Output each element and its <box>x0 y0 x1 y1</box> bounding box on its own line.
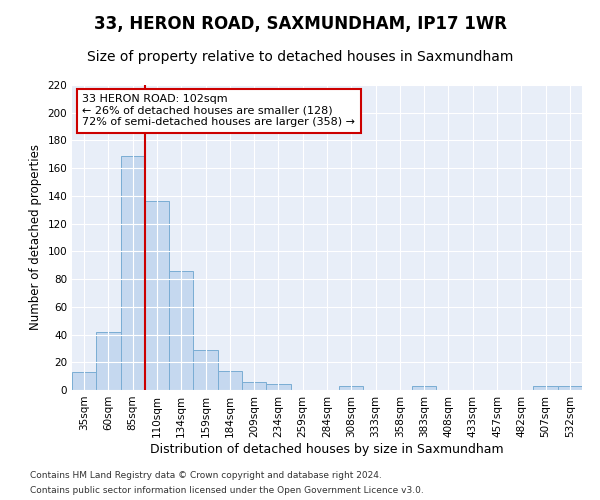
Bar <box>121 156 145 390</box>
Bar <box>145 202 169 390</box>
Text: 33, HERON ROAD, SAXMUNDHAM, IP17 1WR: 33, HERON ROAD, SAXMUNDHAM, IP17 1WR <box>94 15 506 33</box>
Bar <box>96 332 121 390</box>
Bar <box>218 370 242 390</box>
Bar <box>533 386 558 390</box>
Bar <box>266 384 290 390</box>
Text: Contains HM Land Registry data © Crown copyright and database right 2024.: Contains HM Land Registry data © Crown c… <box>30 471 382 480</box>
Bar <box>193 350 218 390</box>
Text: Size of property relative to detached houses in Saxmundham: Size of property relative to detached ho… <box>87 50 513 64</box>
Bar <box>339 386 364 390</box>
Bar <box>169 271 193 390</box>
Bar <box>72 372 96 390</box>
Y-axis label: Number of detached properties: Number of detached properties <box>29 144 42 330</box>
Bar <box>242 382 266 390</box>
Text: Contains public sector information licensed under the Open Government Licence v3: Contains public sector information licen… <box>30 486 424 495</box>
Text: 33 HERON ROAD: 102sqm
← 26% of detached houses are smaller (128)
72% of semi-det: 33 HERON ROAD: 102sqm ← 26% of detached … <box>82 94 355 128</box>
Bar <box>558 386 582 390</box>
X-axis label: Distribution of detached houses by size in Saxmundham: Distribution of detached houses by size … <box>150 442 504 456</box>
Bar <box>412 386 436 390</box>
